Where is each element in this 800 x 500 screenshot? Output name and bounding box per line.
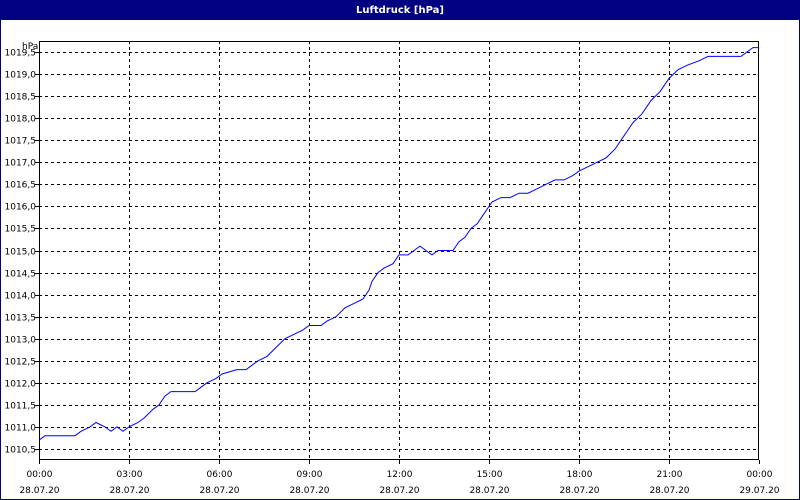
x-tick-time-label: 03:00 <box>117 470 143 480</box>
y-tick-label: 1014,5 <box>5 270 37 280</box>
plot-area-border <box>39 41 759 460</box>
y-tick-label: 1018,5 <box>5 93 37 103</box>
x-tick-date-label: 28.07.20 <box>19 486 59 496</box>
y-tick-label: 1014,0 <box>5 292 37 302</box>
y-tick-label: 1012,5 <box>5 358 37 368</box>
x-tick-date-label: 28.07.20 <box>379 486 419 496</box>
x-tick-time-label: 21:00 <box>657 470 683 480</box>
y-tick-label: 1015,5 <box>5 225 37 235</box>
y-tick-label: 1017,5 <box>5 137 37 147</box>
y-tick-label: 1016,5 <box>5 181 37 191</box>
y-tick-label: 1012,0 <box>5 380 37 390</box>
x-tick-date-label: 28.07.20 <box>559 486 599 496</box>
x-tick-time-label: 09:00 <box>297 470 323 480</box>
series-line-luftdruck <box>38 47 759 441</box>
x-tick-date-label: 28.07.20 <box>649 486 689 496</box>
y-tick-label: 1019,0 <box>5 71 37 81</box>
x-tick-time-label: 00:00 <box>27 470 53 480</box>
x-tick-time-label: 18:00 <box>567 470 593 480</box>
x-tick-date-label: 28.07.20 <box>469 486 509 496</box>
x-tick-date-label: 28.07.20 <box>199 486 239 496</box>
y-tick-label: 1013,5 <box>5 314 37 324</box>
y-tick-label: 1011,5 <box>5 402 37 412</box>
y-tick-label: 1015,0 <box>5 248 37 258</box>
y-tick-label: 1019,5 <box>5 49 37 59</box>
x-tick-time-label: 00:00 <box>747 470 773 480</box>
y-tick-label: 1011,0 <box>5 424 37 434</box>
y-tick-label: 1017,0 <box>5 159 37 169</box>
x-tick-date-label: 29.07.20 <box>739 486 779 496</box>
y-tick-label: 1016,0 <box>5 203 37 213</box>
x-tick-time-label: 12:00 <box>387 470 413 480</box>
y-axis-label: hPa <box>22 42 38 52</box>
chart-title: Luftdruck [hPa] <box>1 1 799 20</box>
y-tick-label: 1010,5 <box>5 446 37 456</box>
y-tick-label: 1013,0 <box>5 336 37 346</box>
x-tick-time-label: 15:00 <box>477 470 503 480</box>
x-tick-date-label: 28.07.20 <box>109 486 149 496</box>
x-tick-date-label: 28.07.20 <box>289 486 329 496</box>
x-tick-time-label: 06:00 <box>207 470 233 480</box>
y-tick-label: 1018,0 <box>5 115 37 125</box>
